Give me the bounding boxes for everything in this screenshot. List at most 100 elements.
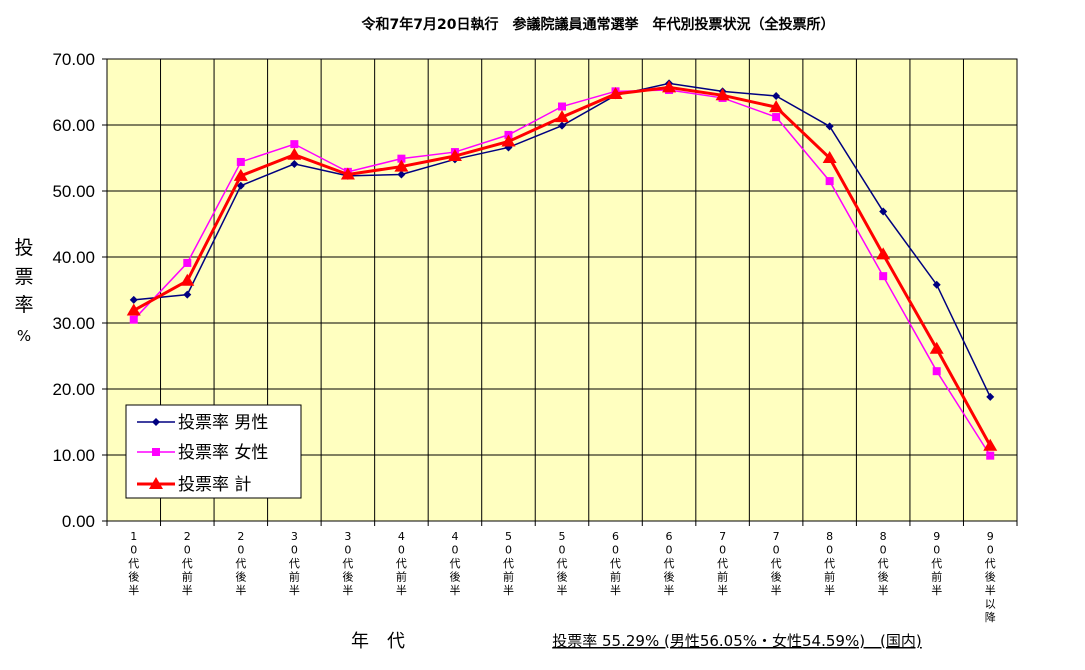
x-tick-char: 代 bbox=[289, 557, 300, 570]
x-tick-char: 0 bbox=[291, 544, 298, 557]
data-point bbox=[394, 159, 409, 172]
x-tick-char: 0 bbox=[880, 544, 887, 557]
x-tick-char: 0 bbox=[826, 544, 833, 557]
data-point bbox=[558, 121, 566, 130]
data-point bbox=[129, 295, 138, 304]
x-tick-char: 0 bbox=[451, 544, 458, 557]
y-tick-label: 30.00 bbox=[52, 314, 95, 333]
y-tick-label: 50.00 bbox=[52, 182, 95, 201]
legend-item: 投票率 計 bbox=[137, 475, 251, 495]
x-tick-char: 代 bbox=[610, 557, 621, 570]
data-point bbox=[340, 167, 355, 180]
data-point bbox=[986, 451, 995, 460]
legend-item: 投票率 女性 bbox=[137, 443, 268, 463]
x-tick-char: 後 bbox=[664, 570, 675, 584]
chart-title: 令和7年7月20日執行 参議院議員通常選挙 年代別投票状況（全投票所） bbox=[361, 16, 835, 33]
data-point bbox=[932, 367, 941, 376]
x-tick-char: 半 bbox=[771, 583, 782, 597]
data-point bbox=[662, 80, 677, 93]
x-tick-char: 前 bbox=[503, 570, 514, 584]
x-tick-char: 4 bbox=[398, 530, 405, 543]
x-tick-char: 7 bbox=[719, 530, 726, 543]
x-tick-char: 0 bbox=[344, 544, 351, 557]
x-tick-char: 半 bbox=[449, 583, 460, 597]
data-point bbox=[290, 159, 299, 168]
x-tick-char: 前 bbox=[717, 570, 728, 584]
x-tick-char: 0 bbox=[612, 544, 619, 557]
data-point bbox=[152, 448, 160, 456]
data-point bbox=[772, 113, 781, 122]
x-tick-char: 3 bbox=[344, 530, 351, 543]
data-point bbox=[233, 168, 248, 181]
data-point bbox=[183, 290, 192, 299]
x-tick-char: 半 bbox=[289, 583, 300, 597]
series-layer bbox=[126, 79, 998, 460]
data-point bbox=[287, 147, 302, 160]
x-tick-char: 代 bbox=[717, 557, 728, 570]
x-tick-char: 半 bbox=[557, 583, 568, 597]
x-tick-char: 半 bbox=[717, 583, 728, 597]
x-tick-char: 6 bbox=[612, 530, 619, 543]
data-point bbox=[879, 207, 888, 216]
data-point bbox=[290, 140, 299, 149]
data-point bbox=[149, 477, 163, 489]
x-tick-char: 代 bbox=[128, 557, 139, 570]
series-3 bbox=[126, 80, 998, 451]
x-tick-char: 代 bbox=[557, 557, 568, 570]
data-point bbox=[555, 110, 569, 123]
x-tick-char: 代 bbox=[664, 557, 675, 570]
x-tick-char: 7 bbox=[773, 530, 780, 543]
data-point bbox=[772, 91, 781, 100]
data-point bbox=[825, 177, 834, 186]
data-point bbox=[501, 134, 516, 147]
x-tick-char: 後 bbox=[771, 570, 782, 584]
x-tick-char: 代 bbox=[824, 557, 835, 570]
x-tick-char: 半 bbox=[824, 583, 835, 597]
y-axis-label-char: 率 bbox=[14, 294, 33, 316]
data-point bbox=[183, 258, 192, 267]
x-tick-char: 半 bbox=[396, 583, 407, 597]
x-tick-char: 5 bbox=[505, 530, 512, 543]
x-tick-char: 後 bbox=[128, 570, 139, 584]
x-tick-char: 0 bbox=[933, 544, 940, 557]
legend-item: 投票率 男性 bbox=[137, 413, 268, 433]
x-tick-char: 6 bbox=[666, 530, 673, 543]
x-tick-char: 半 bbox=[342, 583, 353, 597]
x-tick-char: 代 bbox=[449, 557, 460, 570]
x-tick-char: 半 bbox=[664, 583, 675, 597]
data-point bbox=[822, 151, 837, 163]
x-tick-char: 代 bbox=[985, 557, 996, 570]
x-tick-char: 9 bbox=[987, 530, 994, 543]
data-point bbox=[447, 149, 462, 162]
x-tick-char: 0 bbox=[719, 544, 726, 557]
x-tick-char: 前 bbox=[396, 570, 407, 584]
data-point bbox=[929, 341, 944, 354]
x-tick-char: 後 bbox=[557, 570, 568, 584]
x-tick-char: 0 bbox=[505, 544, 512, 557]
x-tick-char: 後 bbox=[235, 570, 246, 584]
x-tick-char: 前 bbox=[931, 570, 942, 584]
x-tick-char: 0 bbox=[666, 544, 673, 557]
x-tick-char: 半 bbox=[931, 583, 942, 597]
x-axis-label: 年 代 bbox=[351, 631, 405, 652]
x-tick-char: 4 bbox=[451, 530, 458, 543]
legend-label: 投票率 計 bbox=[178, 475, 251, 495]
x-tick-char: 2 bbox=[237, 530, 244, 543]
x-tick-char: 8 bbox=[826, 530, 833, 543]
x-tick-char: 0 bbox=[184, 544, 191, 557]
x-tick-char: 半 bbox=[878, 583, 889, 597]
x-tick-char: 前 bbox=[289, 570, 300, 584]
x-tick-char: 0 bbox=[559, 544, 566, 557]
